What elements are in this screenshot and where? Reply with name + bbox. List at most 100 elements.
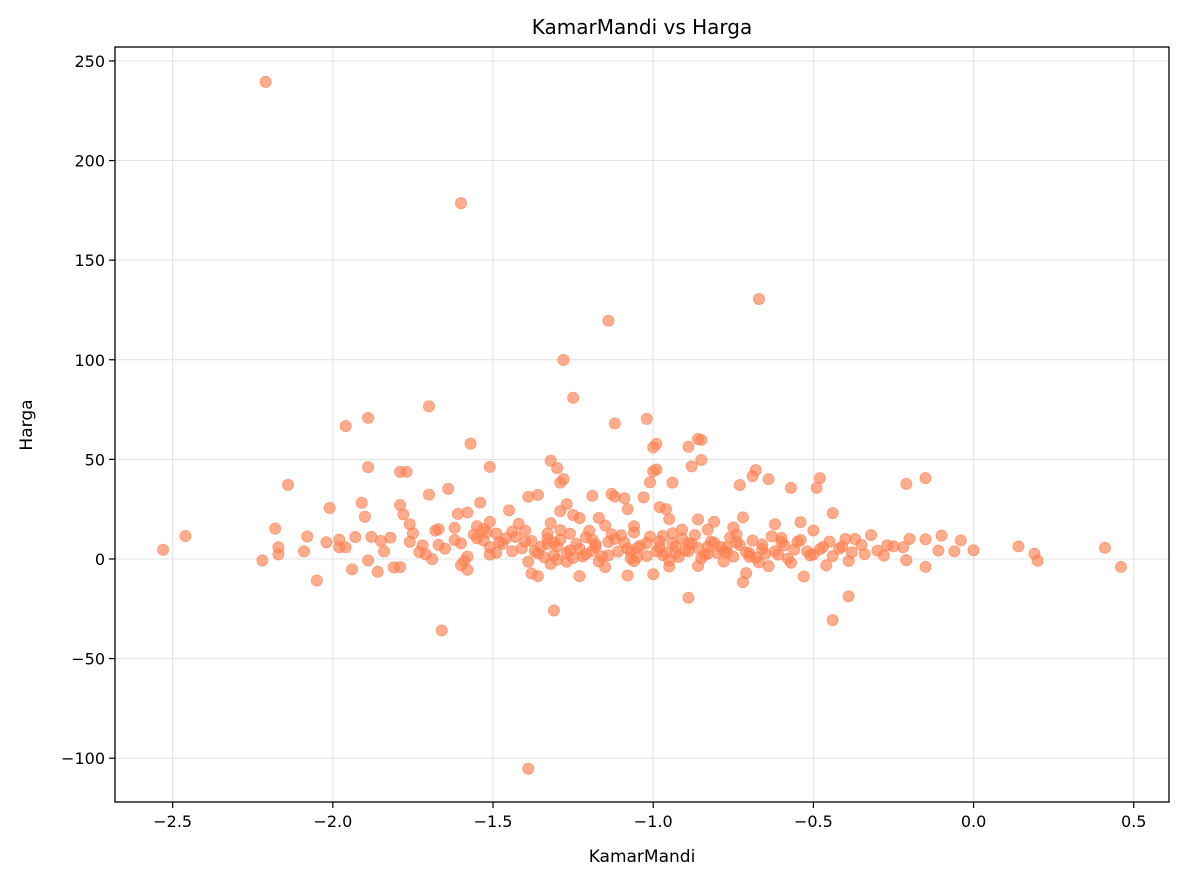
scatter-point	[842, 590, 855, 603]
scatter-point	[660, 503, 673, 516]
scatter-point	[736, 576, 749, 589]
scatter-point	[797, 570, 810, 583]
scatter-point	[349, 531, 362, 544]
y-tick-label: 250	[74, 52, 105, 71]
scatter-point	[919, 472, 932, 485]
y-tick-label: 150	[74, 251, 105, 270]
y-axis-ticks: −100 −50 0 50 100 150 200 250	[61, 52, 115, 768]
scatter-point	[323, 501, 336, 514]
scatter-point	[554, 505, 567, 518]
scatter-point	[362, 411, 375, 424]
scatter-point	[503, 504, 516, 517]
scatter-point	[557, 353, 570, 366]
scatter-point	[259, 75, 272, 88]
scatter-point	[669, 546, 682, 559]
scatter-point	[948, 545, 961, 558]
scatter-point	[432, 538, 445, 551]
scatter-point	[435, 624, 448, 637]
scatter-point	[599, 519, 612, 532]
scatter-point	[685, 460, 698, 473]
scatter-point	[272, 548, 285, 561]
scatter-point	[461, 563, 474, 576]
scatter-point	[602, 314, 615, 327]
scatter-point	[464, 437, 477, 450]
y-axis-label: Harga	[17, 399, 37, 450]
scatter-point	[653, 541, 666, 554]
scatter-point	[701, 540, 714, 553]
scatter-point	[547, 604, 560, 617]
scatter-point	[752, 292, 765, 305]
scatter-point	[403, 535, 416, 548]
scatter-point	[887, 540, 900, 553]
scatter-point	[730, 536, 743, 549]
scatter-point	[855, 539, 868, 552]
scatter-point	[743, 550, 756, 563]
scatter-point	[682, 591, 695, 604]
scatter-point	[301, 530, 314, 543]
scatter-point	[932, 544, 945, 557]
grid-layer	[115, 47, 1169, 802]
scatter-point	[695, 552, 708, 565]
scatter-point	[400, 465, 413, 478]
scatter-point	[1114, 560, 1127, 573]
scatter-point	[762, 560, 775, 573]
scatter-point	[256, 554, 269, 567]
scatter-point	[1012, 540, 1025, 553]
scatter-point	[845, 546, 858, 559]
scatter-point	[666, 476, 679, 489]
scatter-point	[426, 553, 439, 566]
scatter-point	[788, 543, 801, 556]
y-tick-label: −50	[71, 650, 105, 669]
scatter-point	[647, 568, 660, 581]
scatter-point	[298, 545, 311, 558]
scatter-point	[736, 511, 749, 524]
scatter-point	[531, 570, 544, 583]
scatter-point	[522, 490, 535, 503]
points-layer	[157, 75, 1127, 775]
scatter-point	[394, 561, 407, 574]
scatter-point	[551, 553, 564, 566]
y-tick-label: 100	[74, 351, 105, 370]
scatter-point	[490, 546, 503, 559]
scatter-point	[631, 551, 644, 564]
scatter-point	[422, 488, 435, 501]
scatter-point	[820, 559, 833, 572]
scatter-point	[768, 518, 781, 531]
scatter-point	[621, 569, 634, 582]
scatter-point	[519, 524, 532, 537]
scatter-point	[563, 527, 576, 540]
scatter-point	[541, 533, 554, 546]
scatter-point	[483, 460, 496, 473]
scatter-point	[647, 465, 660, 478]
scatter-point	[663, 513, 676, 526]
scatter-point	[551, 462, 564, 475]
scatter-point	[346, 563, 359, 576]
scatter-point	[454, 197, 467, 210]
y-tick-label: 0	[95, 550, 105, 569]
scatter-point	[554, 533, 567, 546]
scatter-point	[339, 420, 352, 433]
scatter-point	[573, 512, 586, 525]
scatter-point	[695, 453, 708, 466]
scatter-point	[461, 506, 474, 519]
scatter-point	[637, 491, 650, 504]
scatter-point	[567, 391, 580, 404]
scatter-point	[804, 549, 817, 562]
scatter-point	[378, 545, 391, 558]
scatter-point	[333, 541, 346, 554]
x-tick-label: −1.0	[634, 812, 673, 831]
x-tick-label: −2.0	[313, 812, 352, 831]
scatter-point	[362, 461, 375, 474]
scatter-point	[762, 473, 775, 486]
scatter-point	[429, 524, 442, 537]
scatter-point	[179, 530, 192, 543]
y-tick-label: 200	[74, 152, 105, 171]
scatter-point	[826, 507, 839, 520]
scatter-point	[1031, 554, 1044, 567]
scatter-point	[442, 482, 455, 495]
scatter-point	[371, 565, 384, 578]
scatter-point	[544, 517, 557, 530]
scatter-point	[528, 545, 541, 558]
scatter-point	[522, 555, 535, 568]
